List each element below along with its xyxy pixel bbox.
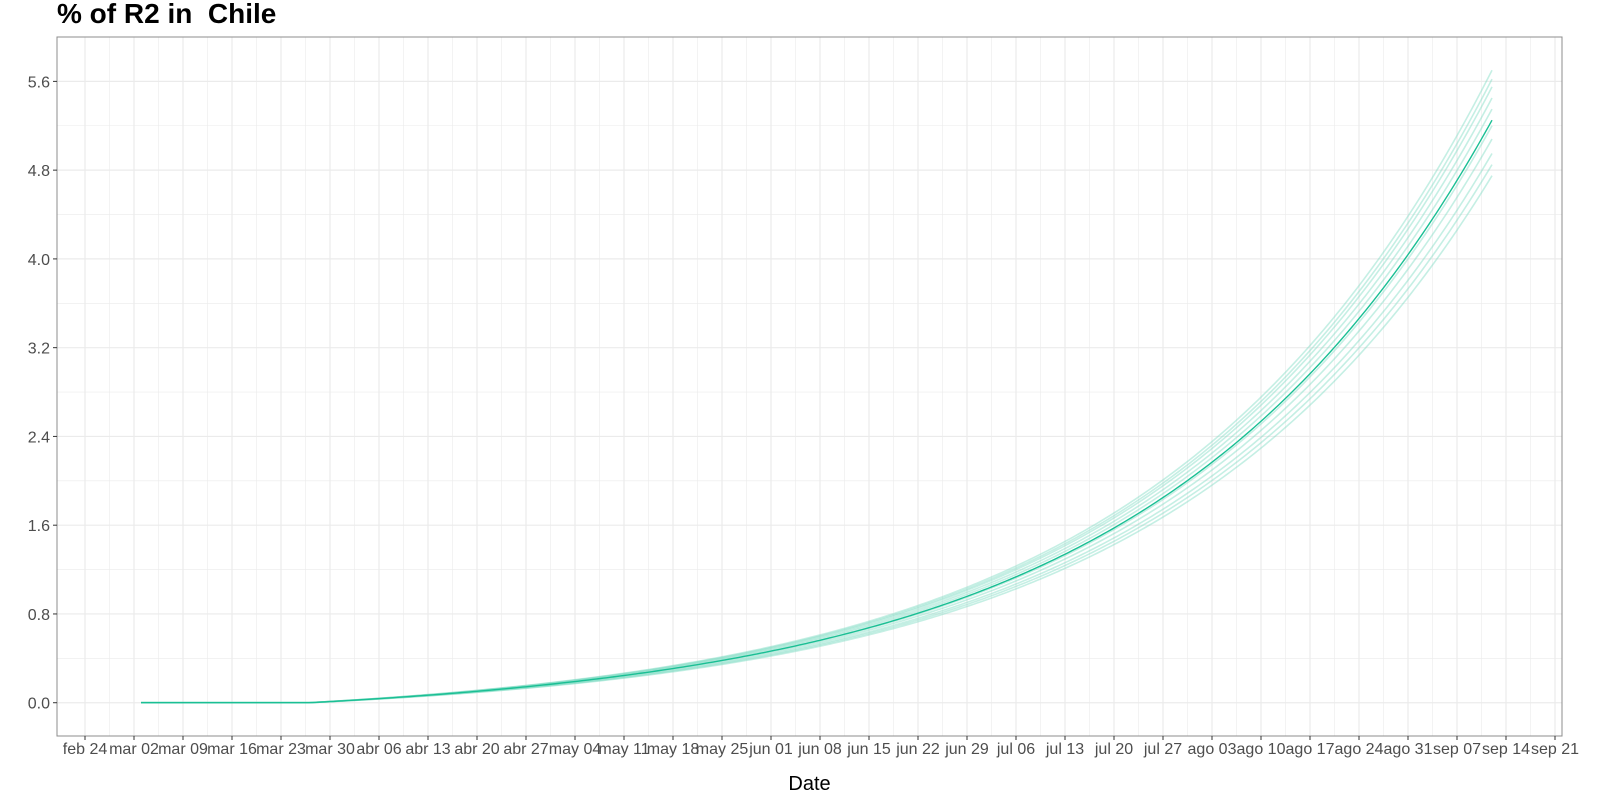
x-tick-label: abr 20 — [454, 741, 499, 758]
x-tick-label: feb 24 — [63, 741, 108, 758]
y-tick-label: 5.6 — [28, 74, 50, 91]
x-tick-label: jun 22 — [895, 741, 940, 758]
y-tick-label: 4.8 — [28, 163, 50, 180]
x-tick-label: mar 16 — [207, 741, 257, 758]
x-tick-label: jul 20 — [1094, 741, 1133, 758]
x-tick-label: abr 27 — [503, 741, 548, 758]
x-tick-label: abr 13 — [405, 741, 450, 758]
simulation-line-7 — [141, 138, 1493, 704]
x-tick-label: ago 03 — [1188, 741, 1237, 758]
x-tick-label: jul 06 — [996, 741, 1035, 758]
simulation-line-4 — [141, 97, 1493, 704]
x-tick-label: may 25 — [696, 741, 749, 758]
x-tick-label: mar 02 — [109, 741, 159, 758]
x-axis-title: Date — [788, 773, 830, 795]
x-tick-label: ago 10 — [1237, 741, 1286, 758]
y-tick-label: 3.2 — [28, 341, 50, 358]
x-tick-label: sep 21 — [1531, 741, 1579, 758]
x-tick-label: mar 30 — [305, 741, 355, 758]
x-tick-label: jul 27 — [1143, 741, 1182, 758]
x-tick-label: sep 14 — [1482, 741, 1530, 758]
panel-border — [56, 36, 1563, 737]
main-series-line — [141, 119, 1493, 704]
x-tick-label: ago 17 — [1286, 741, 1335, 758]
x-axis-ticks: feb 24 mar 02 mar 09 mar 16 mar 23 mar 30 abr … — [63, 736, 1579, 758]
x-tick-label: may 04 — [549, 741, 602, 758]
y-tick-label: 0.8 — [28, 607, 50, 624]
simulation-line-6 — [141, 125, 1493, 704]
major-gridlines — [57, 37, 1562, 736]
y-tick-label: 1.6 — [28, 518, 50, 535]
simulation-line-10 — [141, 175, 1493, 704]
y-tick-label: 0.0 — [28, 696, 50, 713]
main-series-line-group — [141, 119, 1493, 704]
x-tick-label: mar 23 — [256, 741, 306, 758]
simulation-line-2 — [141, 78, 1493, 704]
simulation-lines — [141, 69, 1493, 704]
x-tick-label: jun 15 — [846, 741, 891, 758]
x-tick-label: jul 13 — [1045, 741, 1084, 758]
y-tick-label: 4.0 — [28, 252, 50, 269]
x-tick-label: abr 06 — [356, 741, 401, 758]
x-tick-label: may 18 — [647, 741, 700, 758]
simulation-line-8 — [141, 153, 1493, 704]
x-tick-label: ago 24 — [1335, 741, 1384, 758]
x-tick-label: may 11 — [598, 741, 649, 758]
x-tick-label: jun 08 — [797, 741, 842, 758]
x-tick-label: jun 01 — [748, 741, 793, 758]
minor-gridlines — [57, 37, 1562, 736]
x-tick-label: mar 09 — [158, 741, 208, 758]
simulation-line-9 — [141, 164, 1493, 704]
y-tick-label: 2.4 — [28, 429, 50, 446]
chart-title: % of R2 in Chile — [57, 0, 277, 29]
x-tick-label: sep 07 — [1433, 741, 1481, 758]
x-tick-label: jun 29 — [944, 741, 989, 758]
simulation-line-1 — [141, 69, 1493, 704]
y-axis-ticks: 0.0 0.8 1.6 2.4 3.2 4.0 4.8 5.6 — [28, 74, 57, 713]
x-tick-label: ago 31 — [1384, 741, 1433, 758]
